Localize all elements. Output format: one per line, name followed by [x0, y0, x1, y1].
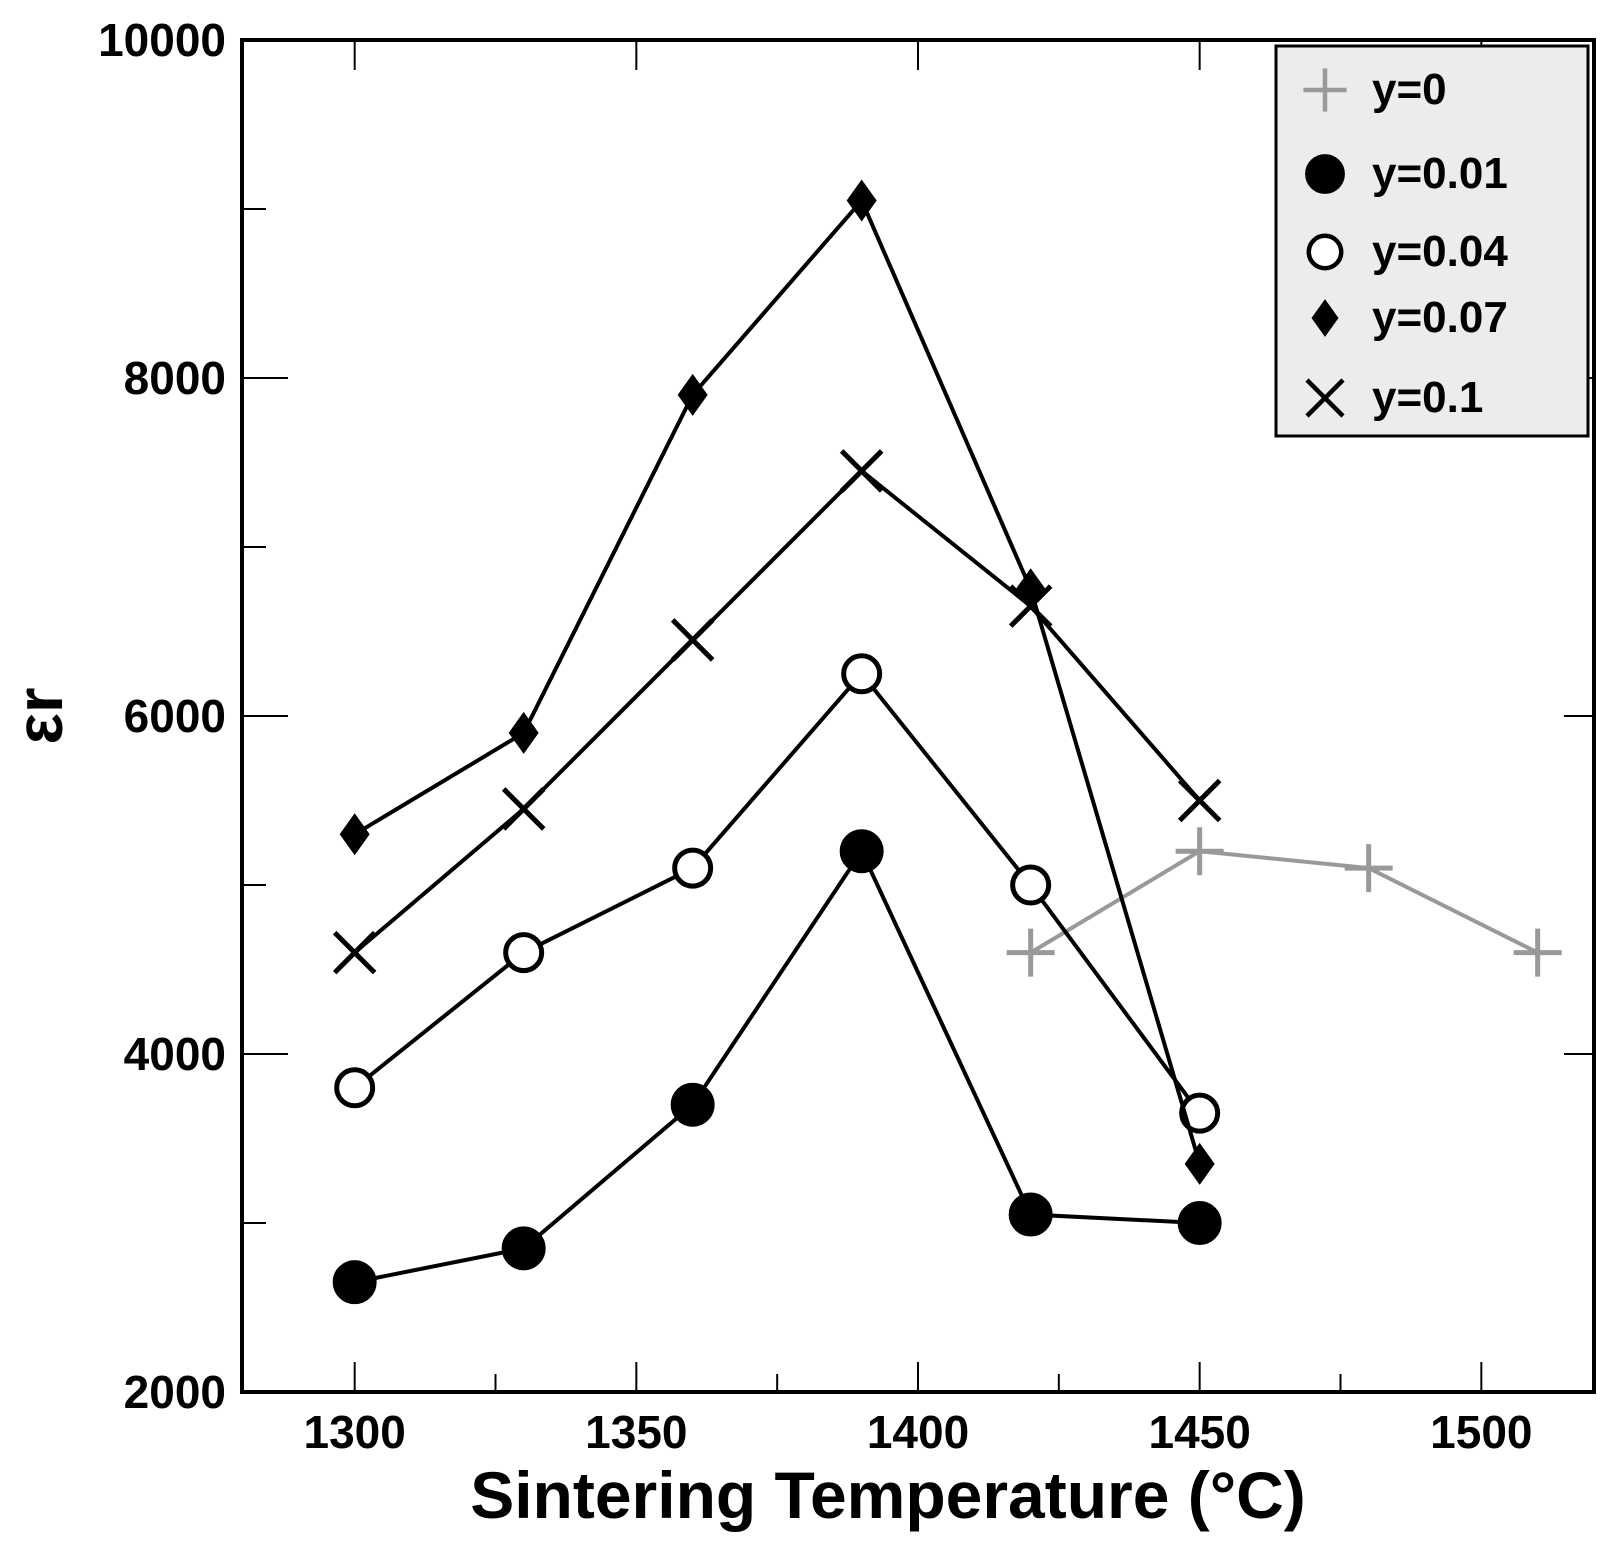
data-point-plus	[1344, 844, 1393, 893]
data-point-open-circle	[672, 847, 714, 889]
series-line	[353, 196, 1202, 1165]
data-point-filled-circle	[501, 1226, 546, 1271]
data-point-filled-circle	[670, 1082, 715, 1127]
data-point-x	[332, 930, 377, 975]
series-y-0	[1006, 827, 1562, 977]
x-tick-label: 1300	[303, 1406, 405, 1458]
legend-item: y=0.04	[1306, 227, 1508, 276]
legend-label: y=0.01	[1372, 149, 1508, 198]
x-tick-label: 1450	[1148, 1406, 1250, 1458]
series-line	[353, 468, 1202, 955]
legend-item: y=0	[1303, 65, 1447, 114]
series-line	[353, 670, 1202, 1115]
legend-item: y=0.01	[1305, 149, 1508, 198]
series-y-0-04	[334, 653, 1221, 1134]
legend-item: y=0.07	[1311, 293, 1508, 342]
x-axis-title: Sintering Temperature (°C)	[470, 1458, 1306, 1532]
series-layer	[332, 179, 1562, 1305]
y-tick-label: 10000	[98, 14, 226, 66]
series-line	[1029, 849, 1539, 955]
data-point-x	[1305, 378, 1345, 418]
data-point-diamond	[508, 711, 539, 754]
data-point-x	[501, 787, 546, 831]
data-point-diamond	[339, 813, 370, 856]
x-tick-label: 1400	[867, 1406, 969, 1458]
data-point-open-circle	[1010, 864, 1052, 906]
series-y-0-1	[332, 449, 1222, 975]
legend-item: y=0.1	[1305, 373, 1483, 422]
series-y-0-07	[339, 179, 1215, 1185]
data-point-x	[839, 449, 884, 493]
series-y-0-01	[332, 829, 1222, 1305]
legend-label: y=0.04	[1372, 227, 1508, 276]
series-line	[354, 847, 1200, 1285]
legend-label: y=0.1	[1372, 373, 1483, 422]
data-point-open-circle	[334, 1067, 376, 1109]
data-point-x	[1008, 584, 1053, 628]
legend-label: y=0	[1372, 65, 1447, 114]
x-tick-label: 1350	[585, 1406, 687, 1458]
data-point-diamond	[1184, 1142, 1215, 1185]
data-point-x	[1177, 778, 1222, 823]
data-point-plus	[1006, 928, 1055, 977]
x-tick-label: 1500	[1430, 1406, 1532, 1458]
y-tick-label: 6000	[124, 690, 226, 742]
data-point-filled-circle	[1008, 1192, 1053, 1237]
data-point-filled-circle	[332, 1260, 377, 1305]
data-point-filled-circle	[1177, 1201, 1222, 1245]
data-point-filled-circle	[839, 829, 884, 874]
y-axis-title: εr	[2, 687, 76, 744]
legend-label: y=0.07	[1372, 293, 1508, 342]
data-point-open-circle	[503, 932, 545, 974]
data-point-open-circle	[1179, 1092, 1221, 1134]
y-tick-label: 4000	[124, 1028, 226, 1080]
data-point-plus	[1175, 827, 1224, 876]
data-point-plus	[1513, 928, 1562, 977]
y-tick-label: 8000	[124, 352, 226, 404]
data-point-open-circle	[1306, 233, 1344, 271]
tick-labels: 1300 1350 1400 1450 1500 2000 4000 6000 8000 1000…	[98, 14, 1532, 1458]
data-point-diamond	[846, 179, 877, 222]
plot-frame	[240, 38, 1596, 1394]
data-point-plus	[1303, 68, 1347, 112]
data-point-diamond	[677, 373, 708, 416]
data-point-x	[670, 618, 715, 662]
data-point-open-circle	[841, 653, 883, 695]
legend: y=0 y=0.01 y=0.04 y=0.07 y=0.1	[1274, 44, 1590, 438]
y-tick-label: 2000	[124, 1366, 226, 1418]
data-point-filled-circle	[1305, 154, 1345, 194]
data-point-diamond	[1311, 299, 1339, 337]
